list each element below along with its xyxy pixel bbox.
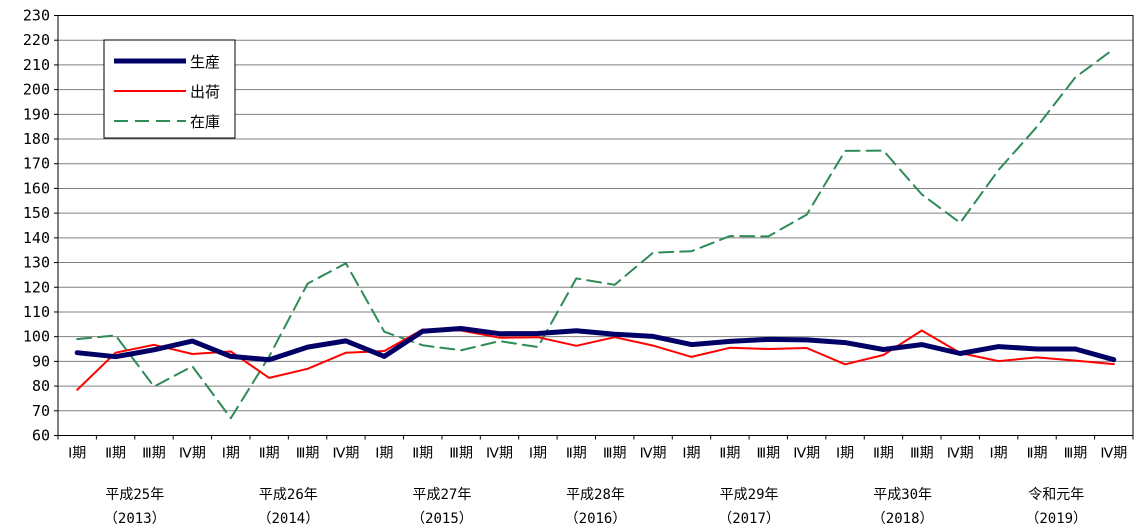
y-tick-label: 160	[23, 179, 50, 197]
x-group-label: 平成30年	[873, 487, 932, 503]
x-tick-label: Ⅰ期	[375, 446, 393, 462]
x-tick-label: Ⅰ期	[682, 446, 700, 462]
x-tick-label: Ⅱ期	[412, 446, 433, 462]
x-group-sublabel: （2016）	[565, 511, 627, 527]
y-tick-label: 170	[23, 155, 50, 173]
x-tick-label: Ⅲ期	[296, 446, 320, 462]
x-tick-label: Ⅱ期	[1027, 446, 1048, 462]
y-tick-label: 210	[23, 56, 50, 74]
y-tick-label: 200	[23, 81, 50, 99]
x-tick-label: Ⅳ期	[640, 446, 667, 462]
y-tick-label: 110	[23, 303, 50, 321]
y-tick-label: 120	[23, 278, 50, 296]
x-tick-label: Ⅱ期	[259, 446, 280, 462]
y-axis: 60 70 80 90 100 110 120 130 140 150 160 170 180 190 20…	[23, 7, 58, 445]
x-tick-label: Ⅲ期	[449, 446, 473, 462]
y-tick-label: 190	[23, 105, 50, 123]
x-group-sublabel: （2019）	[1025, 511, 1087, 527]
x-group-label: 平成26年	[259, 487, 318, 503]
series-line-production	[74, 326, 1117, 363]
x-group-label: 平成28年	[566, 487, 625, 503]
x-tick-label: Ⅳ期	[332, 446, 359, 462]
x-group-sublabel: （2017）	[718, 511, 780, 527]
x-tick-label: Ⅰ期	[68, 446, 86, 462]
x-group-label: 令和元年	[1028, 487, 1084, 503]
y-tick-label: 150	[23, 204, 50, 222]
x-group-label: 平成29年	[720, 487, 779, 503]
x-tick-label: Ⅳ期	[793, 446, 820, 462]
x-group-sublabel: （2015）	[411, 511, 473, 527]
x-tick-label: Ⅲ期	[756, 446, 780, 462]
x-tick-label: Ⅰ期	[836, 446, 854, 462]
y-tick-label: 70	[32, 402, 50, 420]
y-tick-label: 90	[32, 352, 50, 370]
x-tick-label: Ⅲ期	[603, 446, 627, 462]
gridlines	[58, 39, 1133, 412]
x-group-sublabel: （2018）	[872, 511, 934, 527]
y-tick-label: 100	[23, 328, 50, 346]
x-tick-label: Ⅲ期	[142, 446, 166, 462]
x-tick-label: Ⅱ期	[719, 446, 740, 462]
legend-label: 生産	[190, 53, 220, 71]
y-tick-label: 140	[23, 229, 50, 247]
x-tick-label: Ⅲ期	[910, 446, 934, 462]
x-tick-label: Ⅱ期	[566, 446, 587, 462]
series-line-inventory	[76, 47, 1115, 420]
y-tick-label: 180	[23, 130, 50, 148]
series-line-shipments	[76, 328, 1115, 391]
x-tick-label: Ⅰ期	[222, 446, 240, 462]
x-group-sublabel: （2014）	[257, 511, 319, 527]
x-axis: Ⅰ期 Ⅱ期 Ⅲ期 Ⅳ期 Ⅰ期 Ⅱ期 Ⅲ期 Ⅳ期 Ⅰ期 Ⅱ期 Ⅲ期 Ⅳ期 Ⅰ期 Ⅱ期 Ⅲ期 Ⅳ期 Ⅰ期 Ⅱ期 Ⅲ期 Ⅳ期…	[57, 435, 1134, 527]
legend-label: 在庫	[190, 113, 220, 131]
y-tick-label: 220	[23, 31, 50, 49]
y-tick-label: 230	[23, 7, 50, 25]
x-tick-label: Ⅲ期	[1064, 446, 1088, 462]
legend-label: 出荷	[190, 83, 220, 101]
x-tick-label: Ⅳ期	[947, 446, 974, 462]
x-tick-label: Ⅳ期	[179, 446, 206, 462]
x-group-sublabel: （2013）	[104, 511, 166, 527]
x-tick-label: Ⅱ期	[105, 446, 126, 462]
y-tick-label: 60	[32, 427, 50, 445]
x-tick-label: Ⅳ期	[1100, 446, 1127, 462]
x-tick-label: Ⅰ期	[529, 446, 547, 462]
x-group-label: 平成25年	[105, 487, 164, 503]
x-tick-label: Ⅱ期	[873, 446, 894, 462]
y-tick-label: 130	[23, 254, 50, 272]
y-tick-label: 80	[32, 377, 50, 395]
x-tick-label: Ⅳ期	[486, 446, 513, 462]
x-group-label: 平成27年	[412, 487, 471, 503]
x-tick-label: Ⅰ期	[990, 446, 1008, 462]
series-lines	[74, 47, 1117, 420]
